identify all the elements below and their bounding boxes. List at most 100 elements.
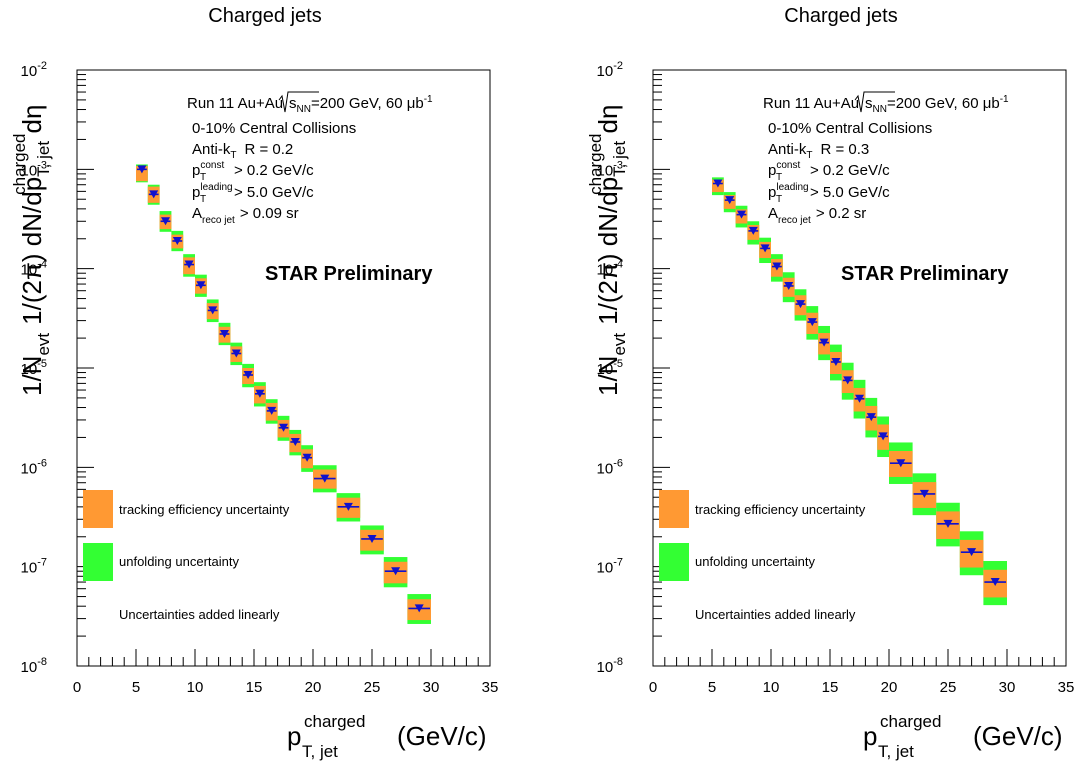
legend-label-unfolding: unfolding uncertainty bbox=[119, 554, 239, 569]
info-text: R = 0.2 bbox=[244, 141, 293, 158]
info-sup: leading bbox=[200, 182, 232, 193]
y-tick-label: 10-6 bbox=[21, 457, 47, 477]
y-tick-base: 10 bbox=[597, 262, 614, 279]
y-tick-base: 10 bbox=[21, 361, 38, 378]
y-tick-exponent: -8 bbox=[613, 656, 623, 668]
y-tick-label: 10-6 bbox=[597, 457, 623, 477]
info-text: p bbox=[192, 184, 200, 201]
data-point bbox=[391, 567, 401, 576]
info-sqrt: sNN=200 GeV, 60 μb-1 bbox=[289, 94, 433, 115]
axis-text: 1/(2π) dN/dp bbox=[17, 177, 47, 325]
data-point bbox=[290, 437, 300, 446]
axis-sub: evt bbox=[34, 333, 53, 356]
info-sub: reco jet bbox=[778, 215, 811, 226]
legend-note: Uncertainties added linearly bbox=[695, 607, 856, 622]
y-tick-base: 10 bbox=[21, 63, 38, 80]
y-tick-base: 10 bbox=[597, 361, 614, 378]
info-sub: T bbox=[230, 150, 236, 161]
legend-swatch-unfolding bbox=[659, 543, 689, 581]
data-point bbox=[367, 534, 377, 543]
info-text: A bbox=[768, 205, 778, 222]
axis-sub: evt bbox=[610, 333, 629, 356]
info-block: Run 11 Au+Au sNN=200 GeV, 60 μb-1 0-10% C… bbox=[763, 91, 1009, 226]
info-text: > 5.0 GeV/c bbox=[234, 184, 314, 201]
data-point bbox=[896, 459, 906, 468]
info-sub: T bbox=[200, 172, 206, 183]
data-point bbox=[748, 226, 758, 235]
y-tick-exponent: -5 bbox=[37, 358, 47, 370]
axis-text: p bbox=[863, 721, 877, 751]
info-text: =200 GeV, 60 μb bbox=[311, 95, 424, 112]
info-line-3: Anti-kT R = 0.3 bbox=[768, 141, 869, 161]
x-tick-label: 35 bbox=[1058, 679, 1075, 696]
y-tick-base: 10 bbox=[597, 659, 614, 676]
info-line-6: Areco jet > 0.2 sr bbox=[768, 205, 866, 226]
y-tick-label: 10-8 bbox=[21, 656, 47, 676]
axis-sub: T, jet bbox=[878, 742, 914, 761]
data-point bbox=[725, 196, 735, 205]
axis-sup: charged bbox=[304, 712, 365, 731]
data-point bbox=[414, 604, 424, 613]
axis-sup: charged bbox=[586, 133, 605, 194]
info-text: A bbox=[192, 205, 202, 222]
y-tick-base: 10 bbox=[21, 460, 38, 477]
info-line-5: pleading T > 5.0 GeV/c bbox=[768, 182, 890, 205]
y-tick-exponent: -4 bbox=[37, 259, 47, 271]
legend-swatch-tracking bbox=[659, 490, 689, 528]
legend-swatch-tracking bbox=[83, 490, 113, 528]
axis-sub: T, jet bbox=[610, 141, 629, 177]
info-text: R = 0.3 bbox=[820, 141, 869, 158]
legend-label-tracking: tracking efficiency uncertainty bbox=[695, 502, 866, 517]
x-tick-label: 5 bbox=[708, 679, 716, 696]
axis-text: 1/(2π) dN/dp bbox=[593, 177, 623, 325]
axis-text: dη bbox=[17, 105, 47, 134]
data-point bbox=[967, 548, 977, 557]
y-tick-exponent: -2 bbox=[613, 60, 623, 72]
data-point bbox=[866, 413, 876, 422]
info-block: Run 11 Au+Au sNN=200 GeV, 60 μb-1 0-10% C… bbox=[187, 91, 433, 226]
info-sub: reco jet bbox=[202, 215, 235, 226]
legend-label-tracking: tracking efficiency uncertainty bbox=[119, 502, 290, 517]
axis-sup: charged bbox=[880, 712, 941, 731]
y-tick-base: 10 bbox=[21, 262, 38, 279]
data-point bbox=[220, 329, 229, 338]
y-tick-exponent: -3 bbox=[37, 159, 47, 171]
sqrt-sign bbox=[854, 91, 895, 113]
data-point bbox=[807, 318, 817, 327]
info-sub: T bbox=[776, 172, 782, 183]
data-point bbox=[137, 165, 147, 174]
info-sub: NN bbox=[297, 104, 311, 115]
x-axis-ticks bbox=[76, 649, 491, 666]
data-point bbox=[161, 217, 170, 226]
info-sup: const bbox=[776, 160, 800, 171]
info-text: > 0.2 GeV/c bbox=[234, 162, 314, 179]
info-sub: T bbox=[806, 150, 812, 161]
data-point bbox=[878, 432, 888, 441]
info-sub: T bbox=[200, 194, 206, 205]
plot-frame bbox=[76, 69, 491, 667]
y-tick-exponent: -2 bbox=[37, 60, 47, 72]
info-sup: -1 bbox=[1000, 94, 1009, 105]
info-sup: -1 bbox=[424, 94, 433, 105]
info-line-6: Areco jet > 0.09 sr bbox=[192, 205, 299, 226]
data-point bbox=[149, 190, 159, 199]
y-tick-label: 10-4 bbox=[597, 259, 623, 279]
y-tick-label: 10-3 bbox=[597, 159, 623, 179]
data-point bbox=[772, 262, 782, 271]
info-text: =200 GeV, 60 μb bbox=[887, 95, 1000, 112]
y-tick-exponent: -7 bbox=[613, 557, 623, 569]
y-tick-label: 10-2 bbox=[597, 60, 623, 80]
data-point bbox=[196, 281, 206, 290]
x-tick-label: 15 bbox=[822, 679, 839, 696]
y-tick-exponent: -3 bbox=[613, 159, 623, 171]
data-point bbox=[255, 389, 265, 398]
axis-text: dη bbox=[593, 105, 623, 134]
info-text: > 5.0 GeV/c bbox=[810, 184, 890, 201]
sqrt-sign bbox=[278, 91, 319, 113]
chart-title: Charged jets bbox=[784, 5, 897, 27]
info-line-2: 0-10% Central Collisions bbox=[192, 120, 356, 137]
info-text: p bbox=[768, 162, 776, 179]
